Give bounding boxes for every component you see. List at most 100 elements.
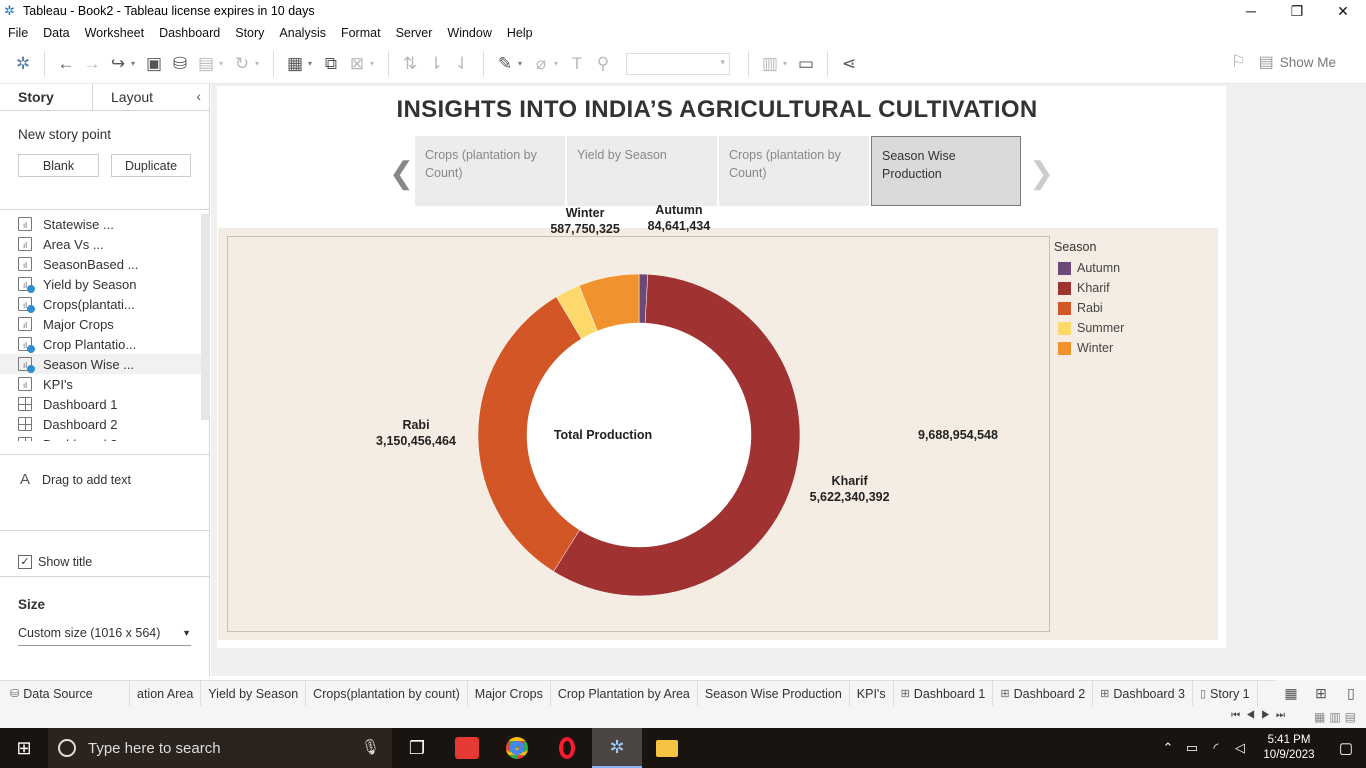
restore-button[interactable]: ❐ — [1290, 2, 1304, 19]
text-object[interactable]: A Drag to add text — [0, 454, 210, 530]
wifi-icon[interactable]: ◜ — [1213, 740, 1219, 755]
highlight-dropdown-icon[interactable]: ▾ — [518, 59, 523, 68]
story-point-1[interactable]: Crops (plantation by Count) — [415, 136, 565, 206]
view-mode-icons[interactable]: ▦▥▤ — [1313, 710, 1360, 724]
sheet-tab[interactable]: ▯ Story 1 — [1193, 681, 1258, 706]
swap-rows-columns-icon[interactable]: ⇅ — [402, 53, 418, 73]
sheet-list-scrollbar[interactable] — [201, 214, 210, 420]
legend-item[interactable]: Rabi — [1054, 298, 1204, 318]
tableau-start-icon[interactable]: ✲ — [15, 53, 31, 73]
legend-item[interactable]: Winter — [1054, 338, 1204, 358]
refresh-dropdown-icon[interactable]: ▾ — [255, 59, 260, 68]
tableau-taskbar-icon[interactable]: ✲ — [592, 728, 642, 768]
menu-story[interactable]: Story — [235, 26, 265, 40]
new-worksheet-dropdown-icon[interactable]: ▾ — [308, 59, 313, 68]
legend-item[interactable]: Summer — [1054, 318, 1204, 338]
previous-story-point-icon[interactable]: ❮ — [389, 157, 415, 190]
sheet-item[interactable]: ıl Yield by Season — [0, 274, 210, 294]
save-icon[interactable]: ▣ — [145, 53, 163, 73]
sheet-item[interactable]: ıl Statewise ... — [0, 214, 210, 234]
show-mark-labels-icon[interactable]: T — [571, 53, 583, 73]
blank-button[interactable]: Blank — [18, 154, 99, 177]
sheet-tab[interactable]: ation Area — [130, 681, 202, 706]
microphone-icon[interactable]: 🎙 — [360, 739, 380, 756]
battery-icon[interactable]: ▭ — [1185, 740, 1199, 755]
paint-format-icon[interactable]: ⚐ — [1230, 52, 1246, 71]
story-point-3[interactable]: Crops (plantation by Count) — [719, 136, 869, 206]
duplicate-sheet-icon[interactable]: ⧉ — [324, 53, 338, 73]
pin-axes-icon[interactable]: ⚲ — [596, 53, 610, 73]
sheet-tab[interactable]: ⊞ Dashboard 1 — [894, 681, 994, 706]
sheet-item[interactable]: ıl Season Wise ... — [0, 354, 210, 374]
paste-dropdown-icon[interactable]: ▾ — [219, 59, 224, 68]
sheet-tab[interactable]: Yield by Season — [201, 681, 307, 706]
new-story-tab-icon[interactable]: ▯ — [1347, 684, 1355, 701]
minimize-button[interactable]: ─ — [1246, 3, 1256, 19]
show-me-button[interactable]: ▤ Show Me — [1259, 52, 1336, 72]
presentation-mode-icon[interactable]: ▭ — [797, 53, 815, 73]
sheet-item[interactable]: ıl Crop Plantatio... — [0, 334, 210, 354]
new-worksheet-icon[interactable]: ▦ — [286, 53, 304, 73]
group-dropdown-icon[interactable]: ▾ — [554, 59, 559, 68]
new-data-source-icon[interactable]: ⛁ — [172, 53, 188, 73]
sheet-navigation-icons[interactable]: ⏮◀▶⏭ — [1231, 710, 1291, 721]
undo-icon[interactable]: ← — [57, 53, 75, 73]
legend-item[interactable]: Autumn — [1054, 258, 1204, 278]
sheet-item[interactable]: Dashboard 3 — [0, 434, 210, 441]
menu-dashboard[interactable]: Dashboard — [159, 26, 221, 40]
notifications-icon[interactable]: ▢ — [1338, 740, 1354, 757]
paste-icon[interactable]: ▤ — [197, 53, 215, 73]
show-title-checkbox[interactable]: ✓ — [18, 554, 32, 569]
sheet-item[interactable]: ıl Crops(plantati... — [0, 294, 210, 314]
close-button[interactable]: ✕ — [1337, 2, 1349, 19]
task-view-icon[interactable]: ❐ — [408, 737, 426, 758]
sheet-tab[interactable]: ⊞ Dashboard 2 — [993, 681, 1094, 706]
next-story-point-icon[interactable]: ❯ — [1029, 157, 1055, 190]
sheet-item[interactable]: ıl Major Crops — [0, 314, 210, 334]
clear-sheet-dropdown-icon[interactable]: ▾ — [370, 59, 375, 68]
windows-start-icon[interactable]: ⊞ — [16, 737, 32, 758]
clock[interactable]: 5:41 PM 10/9/2023 — [1252, 733, 1326, 763]
sort-descending-icon[interactable]: ⇃ — [454, 53, 470, 73]
size-dropdown[interactable]: Custom size (1016 x 564) ▼ — [18, 624, 191, 646]
highlight-icon[interactable]: ✎ — [497, 53, 513, 73]
menu-window[interactable]: Window — [447, 26, 492, 40]
sheet-tab[interactable]: KPI's — [850, 681, 894, 706]
menu-format[interactable]: Format — [340, 26, 381, 40]
data-source-tab[interactable]: ⛁ Data Source — [0, 681, 130, 706]
menu-worksheet[interactable]: Worksheet — [84, 26, 145, 40]
group-members-icon[interactable]: ⌀ — [535, 53, 547, 73]
show-cards-icon[interactable]: ▥ — [761, 53, 779, 73]
new-worksheet-tab-icon[interactable]: ▦ — [1284, 684, 1298, 701]
menu-help[interactable]: Help — [506, 26, 533, 40]
sheet-item[interactable]: Dashboard 1 — [0, 394, 210, 414]
menu-data[interactable]: Data — [43, 26, 70, 40]
duplicate-button[interactable]: Duplicate — [111, 154, 191, 177]
menu-file[interactable]: File — [8, 26, 29, 40]
show-cards-dropdown-icon[interactable]: ▾ — [783, 59, 788, 68]
sheet-tab[interactable]: Major Crops — [468, 681, 551, 706]
menu-server[interactable]: Server — [395, 26, 433, 40]
clear-sheet-icon[interactable]: ⊠ — [349, 53, 365, 73]
sheet-tab[interactable]: Crop Plantation by Area — [551, 681, 698, 706]
replay-icon[interactable]: ↪ — [110, 53, 126, 73]
refresh-icon[interactable]: ↻ — [234, 53, 250, 73]
legend-item[interactable]: Kharif — [1054, 278, 1204, 298]
chevron-up-icon[interactable]: ⌃ — [1162, 740, 1174, 755]
volume-icon[interactable]: ◁ — [1235, 740, 1245, 755]
opera-icon[interactable] — [542, 728, 592, 768]
sheet-tab[interactable]: Crops(plantation by count) — [306, 681, 468, 706]
tab-layout[interactable]: Layout — [111, 89, 154, 105]
fit-dropdown[interactable] — [626, 52, 730, 75]
taskbar-search[interactable]: Type here to search 🎙 — [48, 728, 392, 768]
sheet-item[interactable]: ıl Area Vs ... — [0, 234, 210, 254]
redo-icon[interactable]: → — [83, 53, 101, 73]
sheet-tab[interactable]: ⊞ Dashboard 3 — [1093, 681, 1193, 706]
share-icon[interactable]: ⋖ — [841, 53, 857, 73]
app-red-icon[interactable] — [442, 728, 492, 768]
new-dashboard-tab-icon[interactable]: ⊞ — [1315, 684, 1327, 701]
file-explorer-icon[interactable] — [642, 728, 692, 768]
collapse-panel-icon[interactable]: ‹ — [196, 88, 201, 104]
sheet-tab[interactable]: Season Wise Production — [698, 681, 850, 706]
story-point-2[interactable]: Yield by Season — [567, 136, 717, 206]
